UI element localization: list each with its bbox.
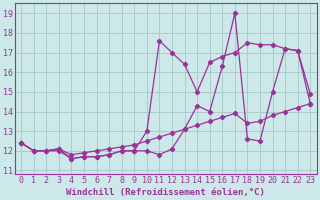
X-axis label: Windchill (Refroidissement éolien,°C): Windchill (Refroidissement éolien,°C) — [66, 188, 265, 197]
